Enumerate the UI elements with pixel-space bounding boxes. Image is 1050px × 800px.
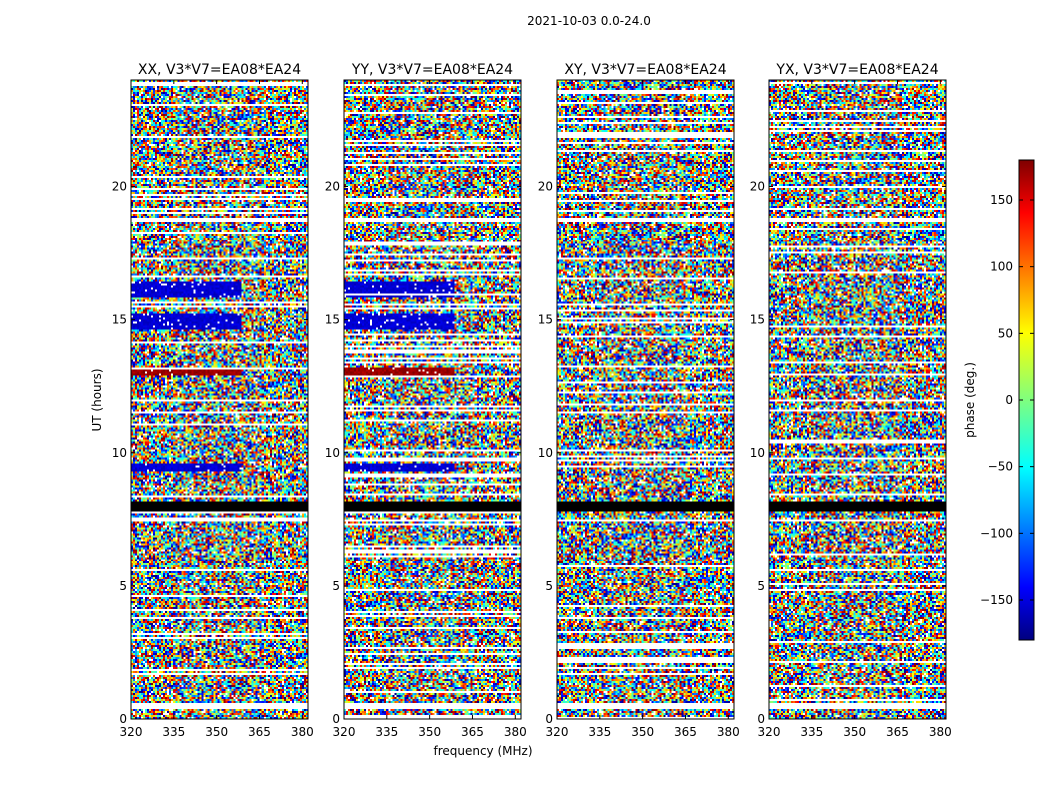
- y-tick-label: 10: [750, 446, 765, 460]
- heatmap-image: [557, 80, 734, 719]
- x-tick-label: 320: [333, 725, 356, 739]
- heatmap-panel: XY, V3*V7=EA08*EA24 320 335 350 365 380 0 5 10 15…: [538, 62, 740, 739]
- heatmap-panel: YX, V3*V7=EA08*EA24 320 335 350 365 380 0 5 10 15…: [750, 62, 952, 739]
- colorbar-tick-label: −50: [988, 460, 1013, 474]
- x-tick-label: 335: [800, 725, 823, 739]
- heatmap-image: [131, 80, 308, 719]
- y-tick-label: 20: [538, 180, 553, 194]
- x-tick-label: 335: [162, 725, 185, 739]
- page-title: 2021-10-03 0.0-24.0: [527, 14, 651, 28]
- y-tick-label: 15: [325, 313, 340, 327]
- y-axis-label: UT (hours): [90, 368, 104, 431]
- y-tick-label: 0: [545, 712, 553, 726]
- colorbar-tick-label: 0: [1005, 393, 1013, 407]
- y-tick-label: 5: [332, 579, 340, 593]
- y-tick-label: 5: [545, 579, 553, 593]
- y-tick-label: 15: [750, 313, 765, 327]
- x-tick-label: 350: [205, 725, 228, 739]
- colorbar-tick-label: 50: [998, 326, 1013, 340]
- x-tick-label: 365: [886, 725, 909, 739]
- panel-frame: [768, 79, 947, 720]
- x-tick-label: 335: [375, 725, 398, 739]
- panel-frame: [343, 79, 522, 720]
- x-tick-label: 350: [418, 725, 441, 739]
- colorbar-label: phase (deg.): [963, 362, 977, 438]
- x-tick-label: 320: [758, 725, 781, 739]
- heatmap-image: [344, 80, 521, 719]
- y-tick-label: 10: [538, 446, 553, 460]
- x-axis-label: frequency (MHz): [433, 744, 532, 758]
- colorbar-tick-label: 150: [990, 193, 1013, 207]
- y-tick-label: 15: [538, 313, 553, 327]
- panel-title: YX, V3*V7=EA08*EA24: [775, 62, 938, 78]
- x-tick-label: 380: [717, 725, 740, 739]
- heatmap-panel: YY, V3*V7=EA08*EA24 320 335 350 365 380 0 5 10 15…: [325, 62, 527, 739]
- x-tick-label: 365: [674, 725, 697, 739]
- colorbar-tick-label: 100: [990, 260, 1013, 274]
- y-tick-label: 20: [750, 180, 765, 194]
- x-tick-label: 380: [929, 725, 952, 739]
- y-tick-label: 0: [332, 712, 340, 726]
- y-tick-label: 5: [757, 579, 765, 593]
- y-tick-label: 0: [119, 712, 127, 726]
- panel-title: YY, V3*V7=EA08*EA24: [351, 62, 513, 78]
- y-tick-label: 10: [325, 446, 340, 460]
- panel-frame: [130, 79, 309, 720]
- x-tick-label: 380: [504, 725, 527, 739]
- colorbar-tick-label: −100: [980, 526, 1013, 540]
- colorbar: −150 −100 −50 0 50 100 150 phase (deg.): [963, 159, 1035, 641]
- y-tick-label: 20: [325, 180, 340, 194]
- x-tick-label: 350: [631, 725, 654, 739]
- y-tick-label: 10: [112, 446, 127, 460]
- x-tick-label: 320: [546, 725, 569, 739]
- x-tick-label: 335: [588, 725, 611, 739]
- panel-frame: [556, 79, 735, 720]
- x-tick-label: 380: [291, 725, 314, 739]
- x-tick-label: 350: [843, 725, 866, 739]
- panel-title: XY, V3*V7=EA08*EA24: [564, 62, 726, 78]
- y-tick-label: 5: [119, 579, 127, 593]
- x-tick-label: 320: [120, 725, 143, 739]
- y-tick-label: 15: [112, 313, 127, 327]
- panel-title: XX, V3*V7=EA08*EA24: [138, 62, 301, 78]
- y-tick-label: 20: [112, 180, 127, 194]
- x-tick-label: 365: [461, 725, 484, 739]
- x-tick-label: 365: [248, 725, 271, 739]
- colorbar-tick-label: −150: [980, 593, 1013, 607]
- y-tick-label: 0: [757, 712, 765, 726]
- heatmap-image: [769, 80, 946, 719]
- heatmap-panel: XX, V3*V7=EA08*EA24 320 335 350 365 380 0 5 10 15…: [112, 62, 314, 739]
